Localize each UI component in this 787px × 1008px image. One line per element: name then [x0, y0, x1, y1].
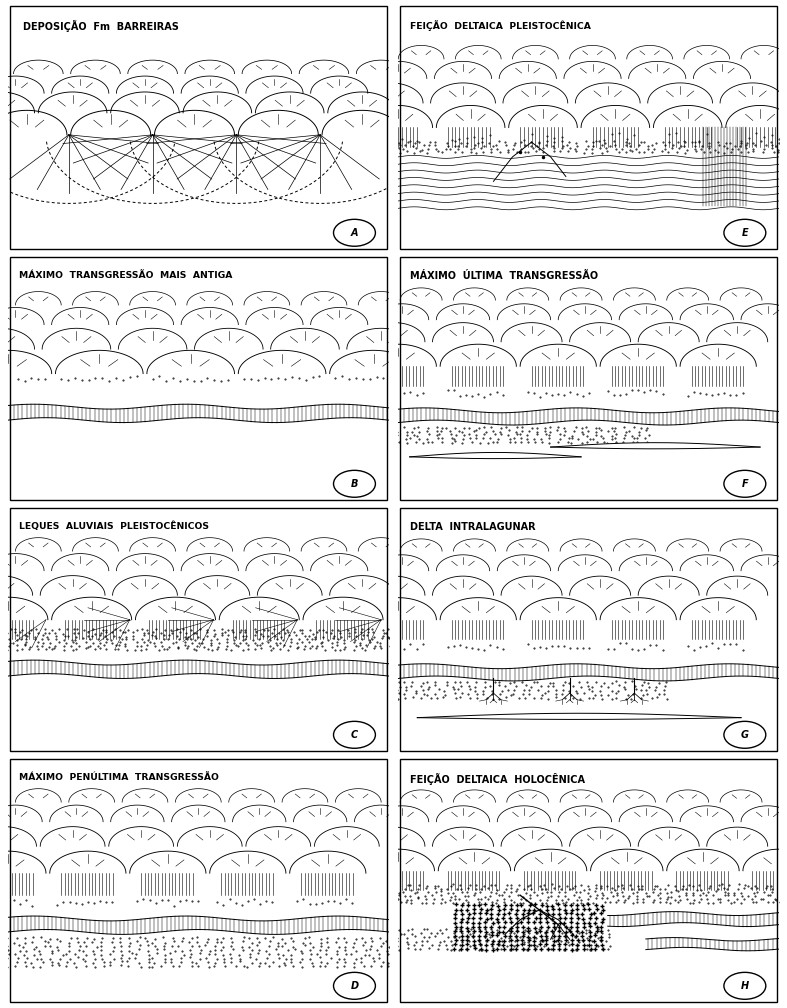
Text: FEIÇÃO  DELTAICA  PLEISTOCÊNICA: FEIÇÃO DELTAICA PLEISTOCÊNICA	[410, 20, 590, 30]
Text: MÁXIMO  PENÚLTIMA  TRANSGRESSÃO: MÁXIMO PENÚLTIMA TRANSGRESSÃO	[20, 773, 219, 782]
Circle shape	[724, 220, 766, 246]
Circle shape	[334, 722, 375, 748]
Text: F: F	[741, 479, 748, 489]
Circle shape	[724, 973, 766, 999]
Text: D: D	[350, 981, 359, 991]
Text: A: A	[351, 228, 358, 238]
Circle shape	[334, 471, 375, 497]
Text: B: B	[351, 479, 358, 489]
Text: G: G	[741, 730, 749, 740]
Text: E: E	[741, 228, 748, 238]
Text: MÁXIMO  TRANSGRESSÃO  MAIS  ANTIGA: MÁXIMO TRANSGRESSÃO MAIS ANTIGA	[20, 271, 233, 280]
Text: H: H	[741, 981, 749, 991]
Text: MÁXIMO  ÚLTIMA  TRANSGRESSÃO: MÁXIMO ÚLTIMA TRANSGRESSÃO	[410, 271, 598, 281]
Text: DELTA  INTRALAGUNAR: DELTA INTRALAGUNAR	[410, 522, 535, 532]
Circle shape	[724, 722, 766, 748]
Text: DEPOSIÇÃO  Fm  BARREIRAS: DEPOSIÇÃO Fm BARREIRAS	[23, 20, 179, 32]
Circle shape	[724, 471, 766, 497]
Circle shape	[334, 220, 375, 246]
Text: C: C	[351, 730, 358, 740]
Circle shape	[334, 973, 375, 999]
Text: LEQUES  ALUVIAIS  PLEISTOCÊNICOS: LEQUES ALUVIAIS PLEISTOCÊNICOS	[20, 522, 209, 531]
Text: FEIÇÃO  DELTAICA  HOLOCÊNICA: FEIÇÃO DELTAICA HOLOCÊNICA	[410, 773, 585, 785]
